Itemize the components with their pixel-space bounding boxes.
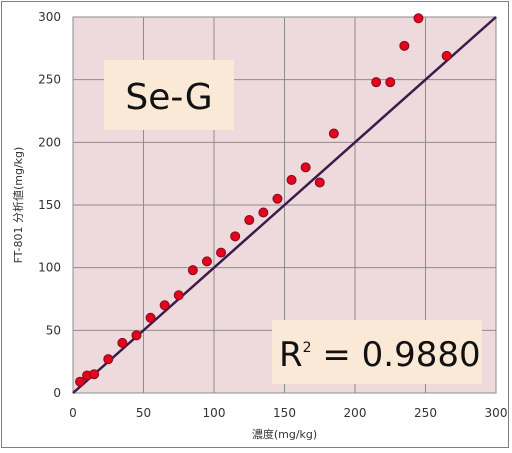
x-tick-label: 250 — [414, 406, 437, 420]
data-point — [117, 337, 128, 348]
y-tick-label: 250 — [38, 73, 61, 87]
data-point — [328, 128, 339, 139]
data-point — [300, 162, 311, 173]
data-point — [131, 330, 142, 341]
y-tick-label: 150 — [38, 198, 61, 212]
data-point — [159, 300, 170, 311]
reference-line — [72, 16, 497, 394]
y-tick-label: 50 — [46, 323, 61, 337]
sample-label: Se-G — [125, 77, 212, 118]
data-points — [75, 13, 452, 387]
y-tick-label: 300 — [38, 10, 61, 24]
y-axis-ticks: 0 50 100 150 200 250 300 — [38, 10, 61, 400]
x-tick-label: 150 — [273, 406, 296, 420]
r2-value: = 0.9880 — [312, 335, 481, 375]
r2-symbol: R — [279, 335, 303, 375]
r2-superscript: 2 — [303, 340, 312, 356]
r2-label: R2 = 0.9880 — [279, 335, 481, 375]
data-point — [230, 231, 241, 242]
chart-frame: 0 50 100 150 200 250 300 0 50 100 150 200 250 300 Se… — [1, 1, 509, 448]
data-point — [244, 215, 255, 226]
data-point — [89, 369, 100, 380]
data-point — [286, 174, 297, 185]
data-point — [385, 77, 396, 88]
y-tick-label: 0 — [53, 386, 61, 400]
x-axis-ticks: 0 50 100 150 200 250 300 — [69, 406, 507, 420]
data-point — [314, 177, 325, 188]
data-point — [399, 40, 410, 51]
data-point — [103, 354, 114, 365]
data-point — [272, 193, 283, 204]
y-tick-label: 200 — [38, 135, 61, 149]
sample-label-box — [104, 60, 234, 130]
y-axis-label: FT-801 分析値(mg/kg) — [11, 147, 25, 264]
r2-label-box — [272, 320, 482, 384]
data-point — [173, 290, 184, 301]
data-point — [441, 50, 452, 61]
x-axis-label: 濃度(mg/kg) — [252, 427, 317, 441]
data-point — [187, 265, 198, 276]
data-point — [145, 312, 156, 323]
data-point — [75, 376, 86, 387]
data-point — [216, 247, 227, 258]
data-point — [258, 207, 269, 218]
x-tick-label: 0 — [69, 406, 77, 420]
x-tick-label: 200 — [344, 406, 367, 420]
data-point — [413, 13, 424, 24]
x-tick-label: 50 — [136, 406, 151, 420]
data-point — [371, 77, 382, 88]
y-tick-label: 100 — [38, 261, 61, 275]
data-point — [201, 256, 212, 267]
x-tick-label: 300 — [485, 406, 508, 420]
x-tick-label: 100 — [203, 406, 226, 420]
